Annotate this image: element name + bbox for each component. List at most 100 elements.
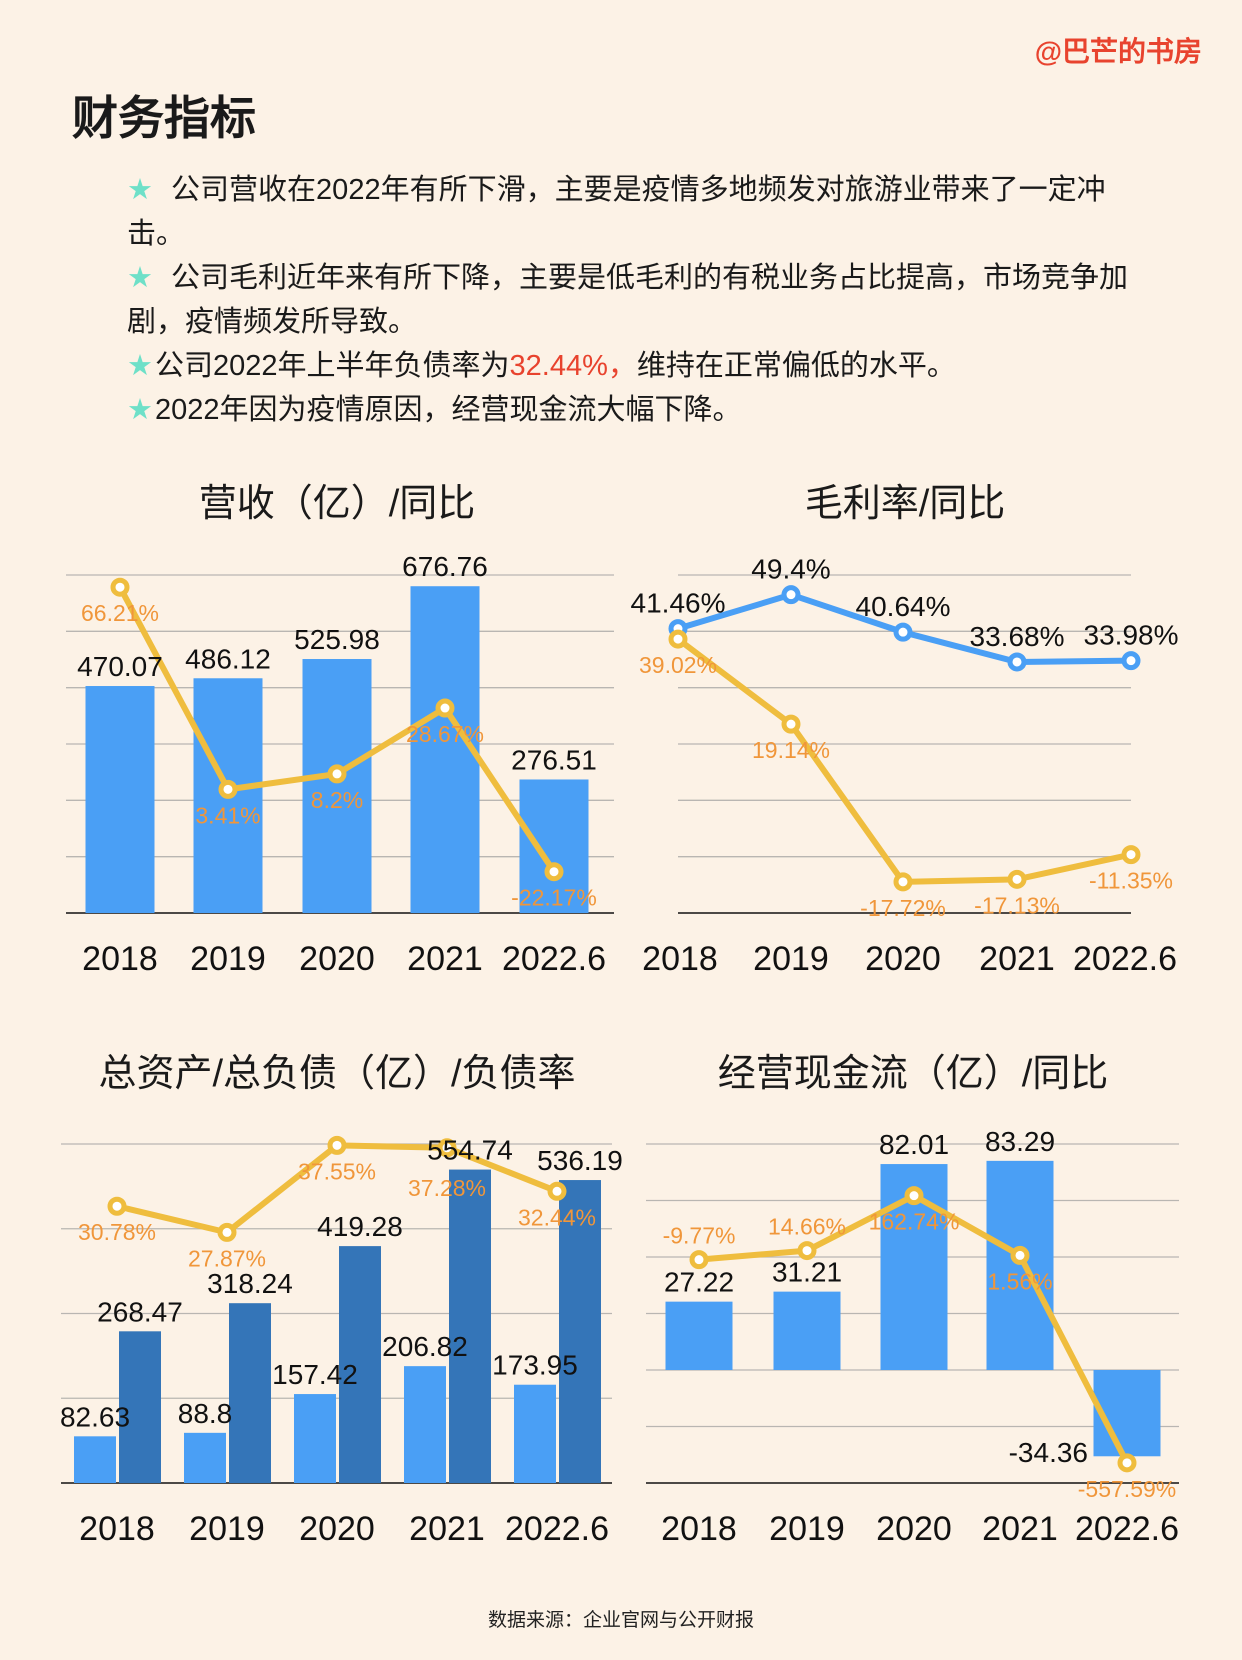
line-point [1121,845,1141,865]
x-tick-label: 2019 [190,940,266,978]
bar [339,1246,381,1483]
line-value-label: 19.14% [752,737,830,763]
x-tick-label: 2022.6 [1075,1510,1179,1548]
bar [184,1432,226,1483]
x-tick-label: 2019 [753,940,829,978]
line-point [327,764,347,784]
chart-title: 经营现金流（亿）/同比 [718,1053,1109,1095]
bar [404,1366,446,1483]
bar-value-label: 83.29 [985,1126,1055,1157]
chart-1: 营收（亿）/同比 2018 2019 2020 2021 2022.6 470.07 486.… [66,483,614,978]
line-value-label: 28.67% [406,721,484,747]
bullet-revenue: ★ 公司营收在2022年有所下滑，主要是疫情多地频发对旅游业带来了一定冲击。 [127,168,1137,256]
x-tick-label: 2021 [407,940,483,978]
x-tick-label: 2020 [299,1510,375,1548]
bar-value-label: 554.74 [427,1135,513,1166]
bullet-text-pre: 公司2022年上半年负债率为 [155,350,510,382]
x-tick-label: 2020 [299,940,375,978]
bar-value-label: 525.98 [294,624,380,655]
bar-value-label: 27.22 [664,1267,734,1298]
line-point [1010,1245,1030,1265]
line-point [797,1241,817,1261]
bullet-cashflow: ★2022年因为疫情原因，经营现金流大幅下降。 [127,388,1137,432]
line-point [327,1135,347,1155]
chart-title: 总资产/总负债（亿）/负债率 [98,1053,575,1095]
line-point [689,1250,709,1270]
line-value-label: 66.21% [81,600,159,626]
bar-value-label: 206.82 [382,1331,468,1362]
line-value-label: -17.13% [974,892,1060,918]
x-tick-label: 2019 [189,1510,265,1548]
bar-value-label: 676.76 [402,551,488,582]
bullet-text: 公司营收在2022年有所下滑，主要是疫情多地频发对旅游业带来了一定冲击。 [127,174,1106,250]
bar-value-label: 88.8 [178,1398,233,1429]
chart-title: 毛利率/同比 [805,483,1006,525]
bar-value-label: 173.95 [492,1350,578,1381]
bar [665,1301,733,1370]
line-point [904,1186,924,1206]
bar [294,1394,336,1483]
line-value-label: 1.56% [987,1268,1052,1294]
bar [986,1160,1054,1370]
bar-value-label: 276.51 [511,744,597,775]
line-point [217,1222,237,1242]
bar-value-label: 318.24 [207,1268,293,1299]
bar-value-label: 82.01 [879,1129,949,1160]
line-value-label: 39.02% [639,652,717,678]
bullet-text: 2022年因为疫情原因，经营现金流大幅下降。 [155,394,742,426]
line-point [437,1138,457,1158]
bullet-highlight: 32.44%， [509,350,637,382]
bar [519,779,589,913]
x-tick-label: 2022.6 [505,1510,609,1548]
line-value-label: 37.28% [408,1175,486,1201]
bar [119,1331,161,1483]
line-value-label: 14.66% [768,1214,846,1240]
x-tick-label: 2018 [82,940,158,978]
bullet-debt-ratio: ★公司2022年上半年负债率为32.44%，维持在正常偏低的水平。 [127,344,1137,388]
line-value-label: -22.17% [511,885,597,911]
line-value-label: 162.74% [869,1209,960,1235]
x-tick-label: 2021 [979,940,1055,978]
bar [514,1384,556,1483]
x-tick-label: 2020 [865,940,941,978]
line-value-label: 27.87% [188,1245,266,1271]
page-title: 财务指标 [72,92,256,144]
x-tick-label: 2019 [769,1510,845,1548]
bullet-text-post: 维持在正常偏低的水平。 [636,350,956,382]
star-icon: ★ [127,174,153,206]
line-point [547,1181,567,1201]
star-icon: ★ [127,394,153,426]
line-value-label: -9.77% [663,1223,736,1249]
x-tick-label: 2020 [876,1510,952,1548]
line-point [781,585,801,605]
chart-4: 经营现金流（亿）/同比 2018 2019 2020 2021 2022.6 27.22 31… [646,1053,1179,1548]
data-source-footer: 数据来源：企业官网与公开财报 [487,1610,754,1631]
line-point [110,577,130,597]
star-icon: ★ [127,262,153,294]
bar-value-label: 82.63 [60,1401,130,1432]
line-value-label: -17.72% [860,895,946,921]
series-line [676,636,1132,885]
bullet-gross-margin: ★ 公司毛利近年来有所下降，主要是低毛利的有税业务占比提高，市场竞争加剧，疫情频… [127,256,1137,344]
x-tick-label: 2018 [79,1510,155,1548]
bar [410,586,480,913]
line-point [1007,869,1027,889]
bar [74,1436,116,1483]
x-tick-label: 2021 [409,1510,485,1548]
bar-value-label: 419.28 [317,1211,403,1242]
bar-value-label: 31.21 [772,1257,842,1288]
line-value-label: 30.78% [78,1219,156,1245]
line-value-label: -557.59% [1078,1476,1176,1502]
line-value-label: 8.2% [311,787,363,813]
line-point [893,872,913,892]
star-icon: ★ [127,350,153,382]
chart-3: 总资产/总负债（亿）/负债率 2018 2019 2020 2021 2022.6 82.6… [60,1053,623,1548]
line-point [1121,651,1141,671]
bar [85,686,155,913]
bar [229,1303,271,1483]
line-point [218,779,238,799]
x-tick-label: 2022.6 [502,940,606,978]
bullet-text: 公司毛利近年来有所下降，主要是低毛利的有税业务占比提高，市场竞争加剧，疫情频发所… [127,262,1129,338]
bar [449,1169,491,1483]
line-point [668,629,688,649]
